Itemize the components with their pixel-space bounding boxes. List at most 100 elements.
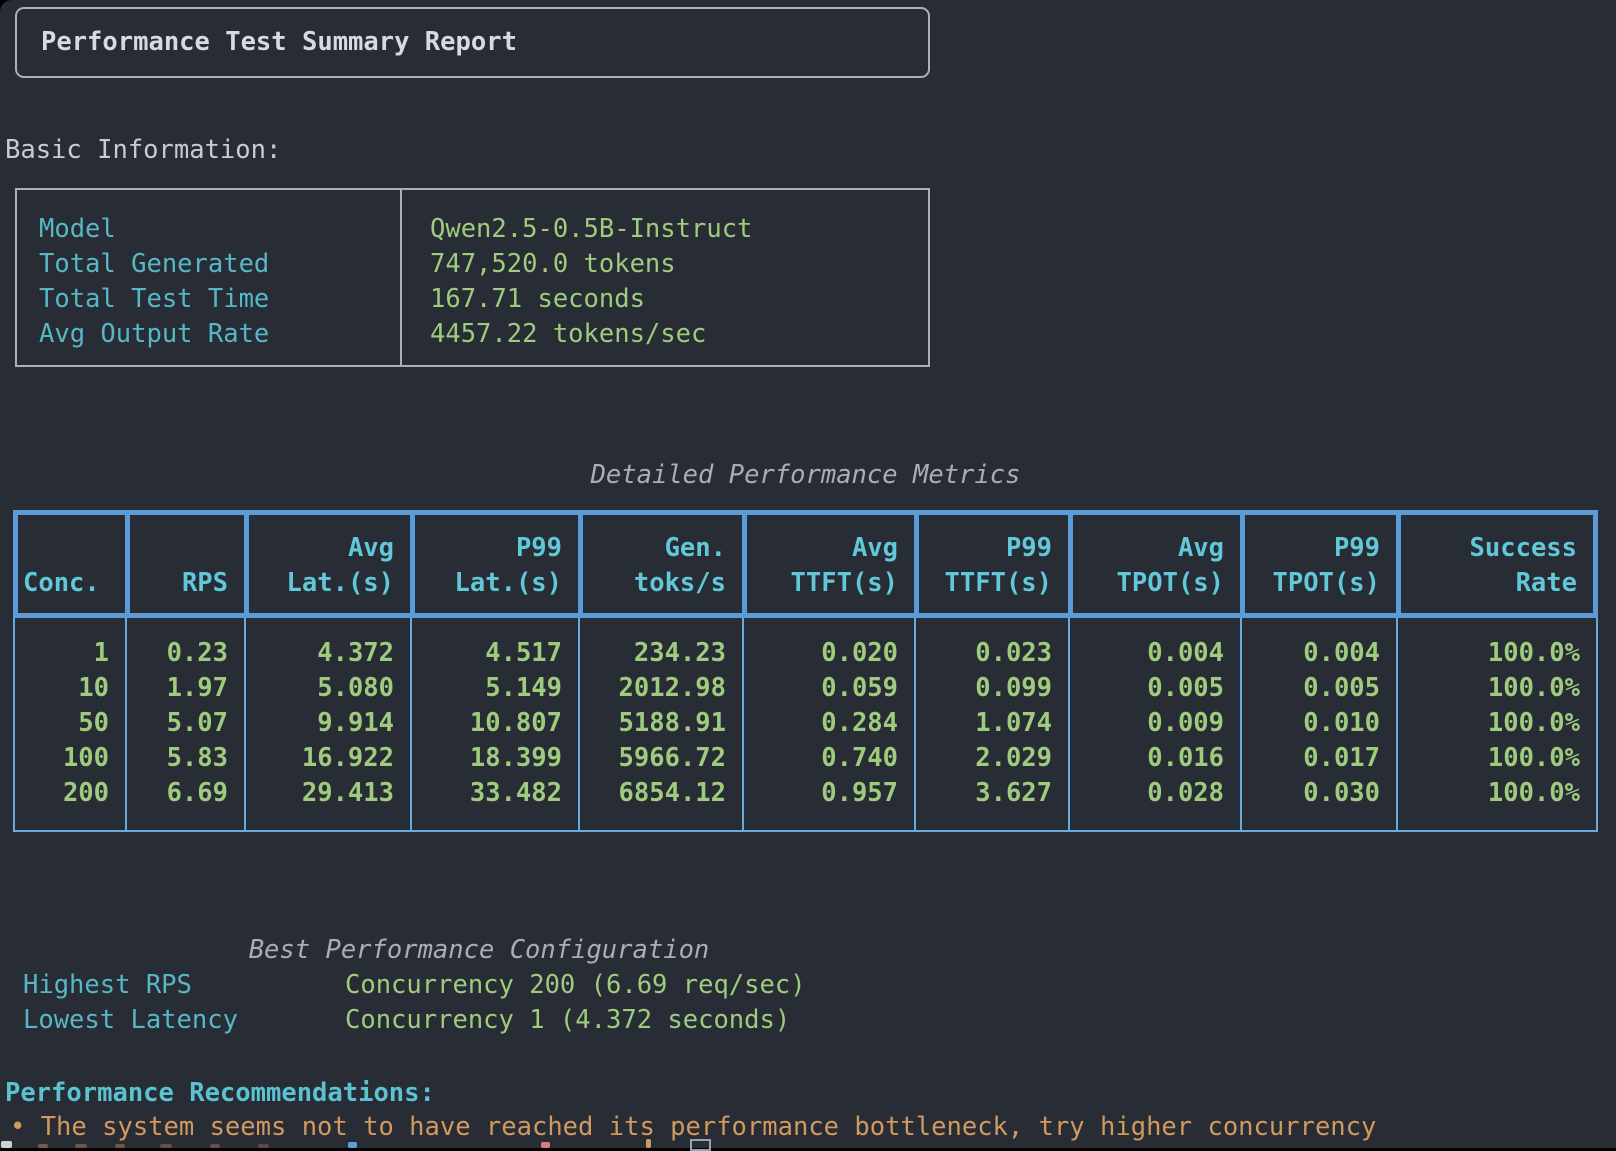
- column-success-rate: 100.0% 100.0% 100.0% 100.0% 100.0%: [1396, 618, 1596, 830]
- column-p99-ttft: 0.023 0.099 1.074 2.029 3.627: [914, 618, 1068, 830]
- metrics-cell: 9.914: [317, 708, 394, 738]
- metrics-table-body: 1 10 50 100 200 0.23 1.97 5.07 5.83 6.69…: [13, 618, 1598, 832]
- info-label: Model: [39, 214, 116, 244]
- glyph-fragment: [38, 1144, 48, 1148]
- metrics-cell: 0.028: [1147, 778, 1224, 808]
- metrics-cell: 4.517: [485, 638, 562, 668]
- metrics-cell: 2012.98: [618, 673, 726, 703]
- metrics-cell: 100.0%: [1487, 743, 1580, 773]
- metrics-cell: 100.0%: [1487, 778, 1580, 808]
- glyph-fragment: [1, 1141, 12, 1148]
- metrics-cell: 6854.12: [618, 778, 726, 808]
- info-value: 747,520.0 tokens: [430, 249, 676, 279]
- column-p99-tpot: 0.004 0.005 0.010 0.017 0.030: [1240, 618, 1396, 830]
- glyph-fragment: [541, 1142, 550, 1148]
- metrics-cell: 0.020: [821, 638, 898, 668]
- info-value: Qwen2.5-0.5B-Instruct: [430, 214, 753, 244]
- metrics-cell: 1.97: [166, 673, 228, 703]
- basic-info-table: Model Total Generated Total Test Time Av…: [15, 188, 930, 367]
- best-config-label: Highest RPS: [23, 970, 192, 1000]
- metrics-cell: 0.005: [1303, 673, 1380, 703]
- metrics-cell: 100: [62, 743, 109, 773]
- metrics-cell: 50: [78, 708, 109, 738]
- metrics-cell: 100.0%: [1487, 708, 1580, 738]
- column-avg-tpot: 0.004 0.005 0.009 0.016 0.028: [1068, 618, 1240, 830]
- metrics-table-header: Conc. RPS Avg Lat.(s) P99 Lat.(s) Gen. t…: [13, 510, 1598, 618]
- glyph-fragment: [75, 1144, 87, 1148]
- metrics-cell: 5.07: [166, 708, 228, 738]
- header-cell-p99-lat: P99 Lat.(s): [410, 515, 578, 613]
- metrics-cell: 0.957: [821, 778, 898, 808]
- metrics-cell: 0.023: [975, 638, 1052, 668]
- metrics-cell: 29.413: [301, 778, 394, 808]
- metrics-cell: 0.017: [1303, 743, 1380, 773]
- column-conc: 1 10 50 100 200: [15, 618, 125, 830]
- terminal-cursor: [690, 1139, 711, 1151]
- column-avg-lat: 4.372 5.080 9.914 16.922 29.413: [244, 618, 410, 830]
- header-cell-gen-toks: Gen. toks/s: [578, 515, 742, 613]
- header-cell-p99-ttft: P99 TTFT(s): [914, 515, 1068, 613]
- metrics-cell: 1: [93, 638, 109, 668]
- metrics-cell: 0.010: [1303, 708, 1380, 738]
- best-config-title: Best Performance Configuration: [248, 935, 710, 965]
- header-cell-success-rate: Success Rate: [1396, 515, 1593, 613]
- best-config-value: Concurrency 1 (4.372 seconds): [345, 1005, 791, 1035]
- metrics-cell: 0.016: [1147, 743, 1224, 773]
- header-cell-avg-tpot: Avg TPOT(s): [1068, 515, 1240, 613]
- metrics-cell: 200: [62, 778, 109, 808]
- metrics-cell: 0.030: [1303, 778, 1380, 808]
- column-gen-toks: 234.23 2012.98 5188.91 5966.72 6854.12: [578, 618, 742, 830]
- basic-info-label-column: Model Total Generated Total Test Time Av…: [17, 190, 402, 365]
- glyph-fragment: [348, 1142, 357, 1148]
- best-config-label: Lowest Latency: [23, 1005, 238, 1035]
- report-title-box: Performance Test Summary Report: [15, 7, 930, 78]
- glyph-fragment: [210, 1144, 220, 1148]
- metrics-cell: 18.399: [469, 743, 562, 773]
- glyph-fragment: [646, 1139, 651, 1148]
- metrics-cell: 5.83: [166, 743, 228, 773]
- report-title: Performance Test Summary Report: [41, 27, 517, 57]
- info-label: Total Generated: [39, 249, 270, 279]
- metrics-cell: 10.807: [469, 708, 562, 738]
- basic-info-heading: Basic Information:: [5, 135, 282, 165]
- info-label: Total Test Time: [39, 284, 270, 314]
- metrics-cell: 1.074: [975, 708, 1052, 738]
- recommendation-item: • The system seems not to have reached i…: [10, 1112, 1377, 1142]
- metrics-cell: 5.149: [485, 673, 562, 703]
- metrics-cell: 5188.91: [618, 708, 726, 738]
- cut-off-line: [0, 1139, 1616, 1151]
- metrics-cell: 0.004: [1147, 638, 1224, 668]
- glyph-fragment: [115, 1144, 125, 1148]
- glyph-fragment: [160, 1144, 172, 1148]
- metrics-cell: 0.005: [1147, 673, 1224, 703]
- recommendations-heading: Performance Recommendations:: [5, 1078, 435, 1108]
- metrics-cell: 33.482: [469, 778, 562, 808]
- metrics-table-title: Detailed Performance Metrics: [590, 460, 1021, 490]
- metrics-cell: 100.0%: [1487, 673, 1580, 703]
- column-p99-lat: 4.517 5.149 10.807 18.399 33.482: [410, 618, 578, 830]
- info-value: 4457.22 tokens/sec: [430, 319, 707, 349]
- metrics-cell: 0.740: [821, 743, 898, 773]
- metrics-cell: 0.059: [821, 673, 898, 703]
- header-cell-avg-lat: Avg Lat.(s): [244, 515, 410, 613]
- info-value: 167.71 seconds: [430, 284, 645, 314]
- column-rps: 0.23 1.97 5.07 5.83 6.69: [125, 618, 244, 830]
- column-avg-ttft: 0.020 0.059 0.284 0.740 0.957: [742, 618, 914, 830]
- metrics-cell: 0.099: [975, 673, 1052, 703]
- metrics-cell: 6.69: [166, 778, 228, 808]
- basic-info-value-column: Qwen2.5-0.5B-Instruct 747,520.0 tokens 1…: [402, 190, 928, 365]
- metrics-cell: 2.029: [975, 743, 1052, 773]
- metrics-cell: 0.004: [1303, 638, 1380, 668]
- metrics-cell: 5.080: [317, 673, 394, 703]
- best-config-value: Concurrency 200 (6.69 req/sec): [345, 970, 806, 1000]
- metrics-cell: 10: [78, 673, 109, 703]
- metrics-cell: 16.922: [301, 743, 394, 773]
- metrics-cell: 4.372: [317, 638, 394, 668]
- metrics-cell: 234.23: [633, 638, 726, 668]
- metrics-cell: 3.627: [975, 778, 1052, 808]
- header-cell-avg-ttft: Avg TTFT(s): [742, 515, 914, 613]
- header-cell-rps: RPS: [125, 515, 244, 613]
- glyph-fragment: [258, 1144, 269, 1148]
- metrics-cell: 0.23: [166, 638, 228, 668]
- metrics-cell: 0.009: [1147, 708, 1224, 738]
